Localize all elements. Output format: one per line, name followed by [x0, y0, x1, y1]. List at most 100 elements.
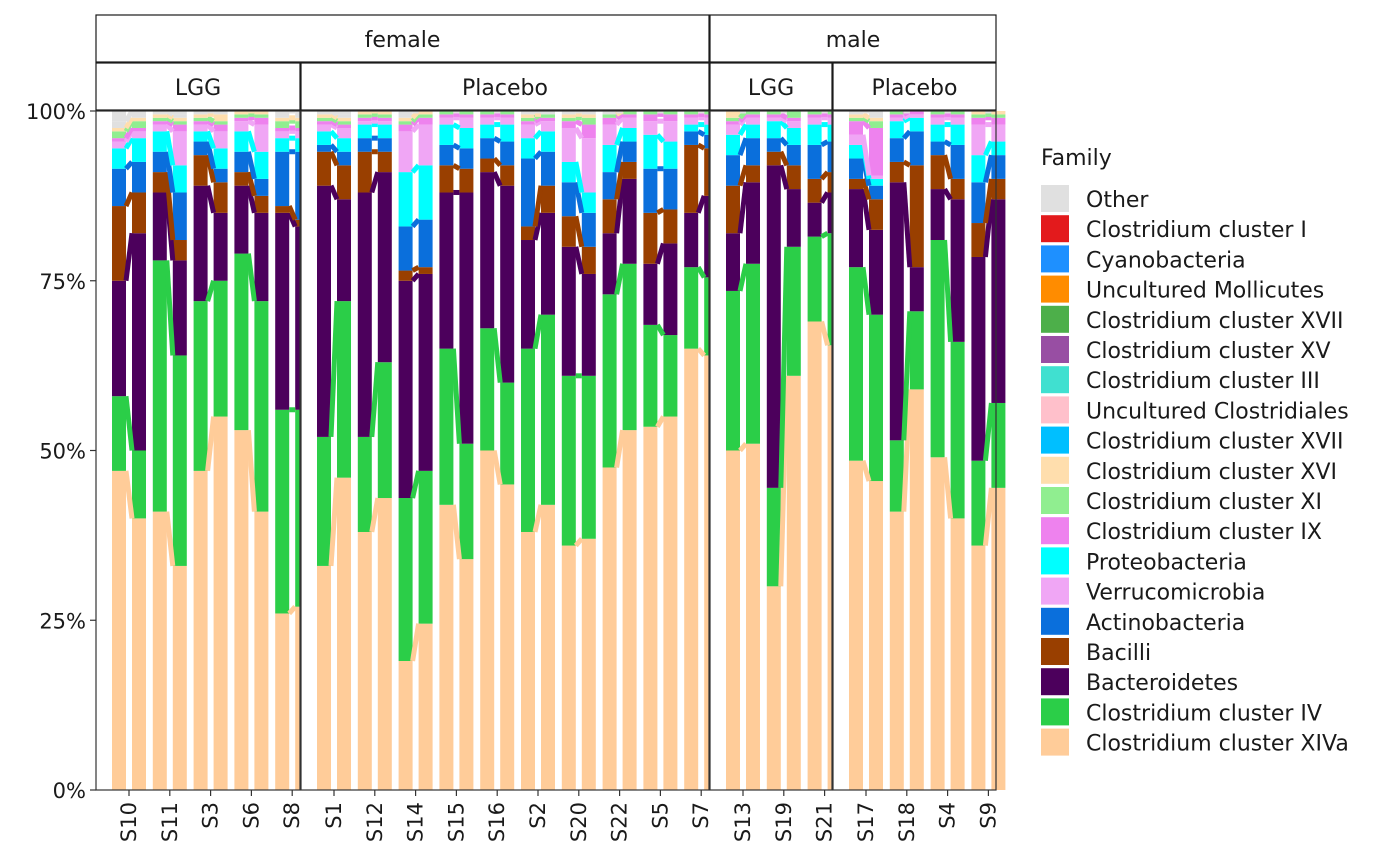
flow-S1-Act	[329, 143, 339, 154]
flow-S3-IX	[206, 119, 215, 127]
bar-segment-S14-1-Oth	[398, 111, 413, 118]
flow-S5-Bac	[656, 207, 665, 216]
bar-segment-S3-1-IV	[193, 470, 208, 790]
flow-S2-Bac	[532, 185, 544, 227]
bar-segment-S6-1-Bact	[234, 185, 249, 254]
bar-segment-S18-1-XI	[889, 111, 904, 115]
bar-segment-S19-1-Act	[766, 138, 781, 152]
legend-swatch	[1041, 185, 1069, 212]
bar-segment-S12-2-Bact	[377, 172, 392, 363]
bar-segment-S14-1-Verr	[398, 131, 413, 173]
bar-segment-S22-1-IX	[602, 117, 617, 125]
flow-S10-Prot	[123, 136, 135, 150]
bar-segment-S1-1-XI	[317, 117, 331, 122]
bar-segment-S3-2-Bac	[213, 182, 228, 213]
bar-segment-S3-2-Prot	[213, 148, 228, 169]
bar-segment-S2-1-Act	[521, 158, 535, 227]
panel-female-lgg	[95, 105, 310, 791]
bar-segment-S14-1-Prot	[398, 172, 413, 227]
strip-label-group: LGG	[175, 76, 221, 101]
bar-segment-S13-1-Bac	[726, 185, 740, 234]
bar-segment-S18-1-Act	[889, 138, 904, 162]
bar-segment-S13-2-Verr	[746, 117, 760, 125]
bar-segment-S17-2-Bact	[869, 229, 883, 315]
bar-segment-S16-1-Bact	[480, 172, 495, 329]
bar-segment-S16-1-Prot	[480, 124, 495, 139]
legend-label: Verrucomicrobia	[1086, 581, 1265, 606]
bar-segment-S19-1-Prot	[766, 121, 781, 139]
bar-segment-S5-1-IV	[643, 426, 658, 790]
flow-S1-IX	[329, 119, 339, 127]
bar-segment-S19-2-IX	[786, 117, 801, 122]
bar-segment-S8-1-Act	[275, 151, 290, 207]
flow-S5-Bact	[655, 242, 666, 265]
bar-segment-S18-1-IX	[889, 114, 904, 118]
flow-S1-Bac	[328, 150, 340, 167]
bar-segment-S2-2-XIVa	[541, 314, 555, 505]
bar-segment-S2-2-XI	[541, 114, 555, 118]
legend-label: Bacilli	[1086, 641, 1151, 666]
strip-label-group: LGG	[748, 76, 794, 101]
bar-segment-S10-2-Oth	[132, 111, 146, 118]
bar-segment-S11-2-Bact	[172, 260, 187, 356]
bar-segment-S11-2-other-fill	[172, 111, 187, 115]
strip-female: female	[95, 14, 710, 63]
flow-S6-Act	[245, 151, 257, 180]
flow-S9-IV	[982, 487, 994, 546]
bar-segment-S8-1-Oth	[275, 111, 290, 118]
bar-segment-S13-1-Bact	[726, 233, 740, 291]
bar-segment-S18-2-Verr	[909, 114, 924, 118]
bar-segment-S5-2-Verr	[663, 121, 678, 142]
subject-S20	[561, 108, 596, 790]
bar-segment-S15-2-Bac	[459, 168, 474, 193]
flow-S2-Act	[533, 150, 543, 161]
flow-S10-IX	[123, 126, 135, 140]
flow-S22-Bac	[614, 161, 626, 200]
legend-item: Bacteroidetes	[1041, 668, 1238, 696]
bar-segment-S16-2-Verr	[500, 117, 515, 125]
bar-segment-S3-1-Oth	[193, 111, 208, 115]
bar-segment-S10-2-Verr	[132, 131, 146, 139]
legend-swatch	[1041, 517, 1069, 545]
bar-segment-S15-1-IV	[439, 504, 454, 790]
bar-segment-S17-2-Act	[869, 185, 883, 200]
bar-segment-S8-1-Bact	[275, 212, 290, 410]
bar-segment-S19-2-XIVa	[786, 246, 801, 376]
legend-swatch	[1041, 456, 1069, 484]
bar-segment-S14-1-XI	[398, 121, 413, 125]
flow-S17-IV	[860, 459, 872, 482]
bar-segment-S4-1-Bac	[930, 155, 945, 190]
legend-swatch	[1041, 698, 1069, 726]
bar-segment-S9-1-XI	[971, 114, 986, 118]
bar-segment-S22-1-Act	[602, 172, 617, 200]
legend-item: Clostridium cluster XVII	[1041, 305, 1344, 334]
flow-S15-Act	[452, 142, 461, 151]
flow-S13-IV	[738, 442, 748, 453]
legend-item: Clostridium cluster XV	[1041, 336, 1331, 364]
x-axis: S10 S11 S3 S6 S8 S1 S12 S14 S15 S16 S2 S20 S22 S5 S7 S1…	[117, 790, 1000, 842]
flow-S18-XIVa	[901, 311, 913, 441]
legend-swatch	[1041, 396, 1069, 424]
bar-segment-S16-1-IV	[480, 450, 495, 790]
bar-segment-S17-2-Oth	[869, 111, 883, 118]
bar-segment-S5-2-Act	[663, 168, 678, 210]
bar-segment-S20-1-Verr	[561, 127, 576, 162]
bar-segment-S15-2-XIVa	[459, 443, 474, 560]
strip-box	[95, 62, 301, 111]
bar-segment-S11-2-Act	[172, 192, 187, 241]
bar-segment-S6-2-Bact	[254, 212, 269, 302]
bar-segment-S12-1-Act	[357, 138, 372, 152]
bar-segment-S18-1-IV	[889, 511, 904, 790]
bar-segment-S20-2-Verr	[581, 138, 596, 193]
flow-S6-Bac	[245, 171, 257, 197]
bar-segment-S22-1-IV	[602, 467, 617, 790]
bar-segment-S19-1-IX	[766, 114, 781, 118]
flow-S4-Act	[943, 139, 952, 148]
flow-S3-Bact	[205, 185, 217, 214]
bar-segment-S17-1-Bact	[849, 189, 863, 268]
bar-segment-S16-1-XI	[480, 111, 495, 115]
bar-segment-S11-2-XI	[172, 121, 187, 125]
legend-item: Clostridium cluster III	[1041, 366, 1320, 394]
bar-segment-S1-1-Bact	[317, 185, 331, 437]
flow-S12-IV	[369, 497, 381, 533]
